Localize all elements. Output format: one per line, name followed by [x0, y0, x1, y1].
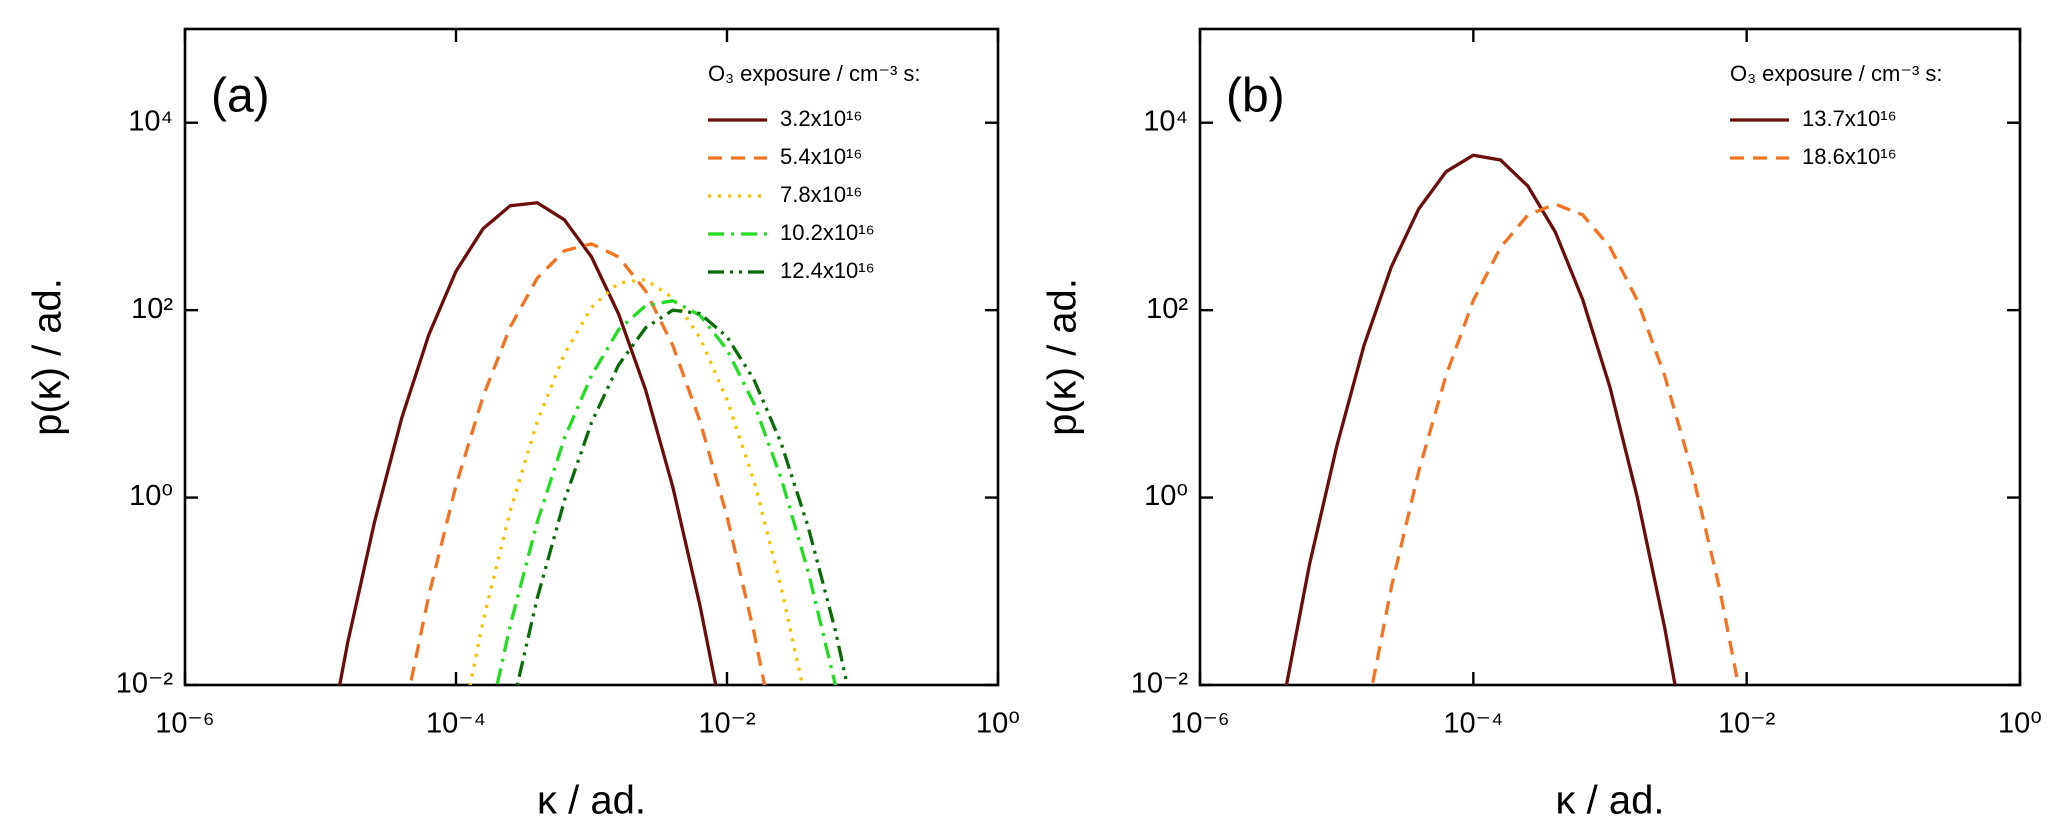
series-line [1284, 153, 1677, 685]
y-tick-label: 10⁰ [129, 480, 173, 512]
legend-label: 18.6x10¹⁶ [1802, 144, 1897, 169]
x-tick-label: 10⁻⁴ [1443, 708, 1503, 740]
legend-label: 7.8x10¹⁶ [780, 182, 862, 207]
legend-label: 5.4x10¹⁶ [780, 144, 862, 169]
y-tick-label: 10⁴ [1143, 105, 1188, 137]
plot-area [1284, 153, 1741, 685]
y-tick-label: 10⁴ [128, 105, 173, 137]
y-tick-label: 10⁰ [1144, 480, 1188, 512]
plot-frame [1198, 27, 2022, 687]
series-line [1370, 202, 1741, 685]
x-tick-label: 10⁻² [1718, 708, 1776, 740]
x-tick-label: 10⁰ [976, 708, 1020, 740]
legend-label: 12.4x10¹⁶ [780, 258, 875, 283]
legend-title: O₃ exposure / cm⁻³ s: [1730, 61, 1943, 86]
x-tick-label: 10⁻⁴ [426, 708, 486, 740]
series-line [408, 242, 767, 685]
legend-label: 13.7x10¹⁶ [1802, 106, 1897, 131]
series-line [495, 299, 838, 685]
x-axis-title: κ / ad. [537, 779, 646, 823]
legend-title: O₃ exposure / cm⁻³ s: [708, 61, 921, 86]
y-tick-label: 10² [131, 293, 173, 325]
series-line [468, 277, 805, 685]
y-tick-label: 10⁻² [1131, 668, 1189, 700]
legend-label: 10.2x10¹⁶ [780, 220, 875, 245]
x-tick-label: 10⁻⁶ [155, 708, 215, 740]
panel-label: (a) [211, 70, 270, 123]
plot-frame [183, 27, 1000, 687]
y-tick-label: 10⁻² [116, 668, 174, 700]
y-axis-title: p(κ) / ad. [1041, 278, 1085, 436]
panel-label: (b) [1226, 70, 1285, 123]
series-line [515, 308, 849, 685]
y-tick-label: 10² [1146, 293, 1188, 325]
x-tick-label: 10⁰ [1998, 708, 2042, 740]
plot-area [338, 201, 849, 685]
series-line [338, 201, 718, 685]
legend-label: 3.2x10¹⁶ [780, 106, 862, 131]
x-tick-label: 10⁻² [698, 708, 756, 740]
y-axis-title: p(κ) / ad. [26, 278, 70, 436]
x-tick-label: 10⁻⁶ [1170, 708, 1230, 740]
x-axis-title: κ / ad. [1556, 779, 1665, 823]
